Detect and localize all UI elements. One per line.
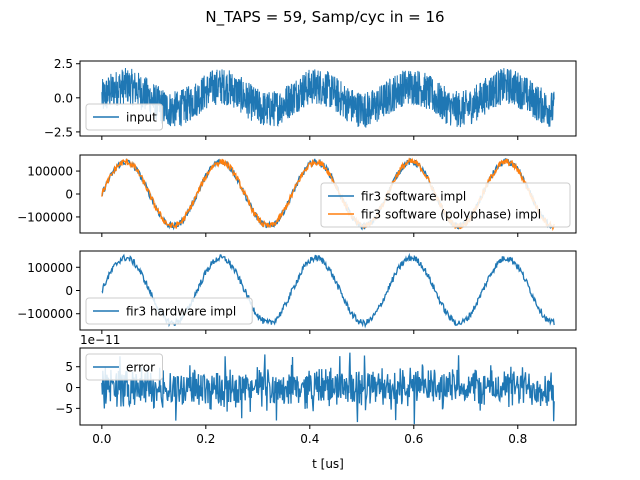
axes-frame [79, 347, 577, 426]
y-tick-label: 0 [65, 188, 73, 202]
series-line-input-0 [101, 67, 555, 128]
y-tick-label: 100000 [27, 261, 73, 275]
axes-frame [79, 60, 577, 137]
panel-error: 5 0 −5 0.0 0.2 0.4 0.6 0.8 1e−11 error [55, 333, 577, 446]
y-tick-label: 100000 [27, 165, 73, 179]
x-tick-label: 0.6 [404, 432, 423, 446]
legend-entry: error [126, 361, 155, 375]
x-tick-label: 0.8 [508, 432, 527, 446]
y-offset-text: 1e−11 [80, 333, 120, 347]
panel-hardware: 100000 0 −100000 fir3 hardware impl [17, 250, 577, 334]
x-axis-label: t [us] [312, 457, 344, 471]
y-tick-label: 5 [65, 360, 73, 374]
y-tick-label: −100000 [17, 210, 73, 224]
y-tick-label: −5 [55, 402, 73, 416]
x-tick-label: 0.0 [92, 432, 111, 446]
y-tick-label: 0 [65, 381, 73, 395]
legend: fir3 software impl fir3 software (polypha… [320, 182, 571, 228]
legend: error [85, 353, 163, 381]
legend: input [85, 103, 163, 131]
panel-input: 2.5 0.0 −2.5 input [44, 57, 577, 140]
y-tick-label: 2.5 [54, 57, 73, 71]
legend-entry: input [126, 111, 157, 125]
legend: fir3 hardware impl [85, 297, 253, 325]
y-tick-label: −100000 [17, 307, 73, 321]
legend-entry: fir3 software (polyphase) impl [361, 208, 541, 222]
y-tick-label: −2.5 [44, 125, 73, 139]
y-tick-label: 0.0 [54, 91, 73, 105]
y-tick-label: 0 [65, 284, 73, 298]
x-tick-label: 0.2 [196, 432, 215, 446]
legend-entry: fir3 software impl [361, 190, 466, 204]
series-line-error-0 [101, 352, 555, 425]
legend-entry: fir3 hardware impl [126, 305, 236, 319]
x-tick-label: 0.4 [300, 432, 319, 446]
figure-title: N_TAPS = 59, Samp/cyc in = 16 [205, 8, 444, 27]
